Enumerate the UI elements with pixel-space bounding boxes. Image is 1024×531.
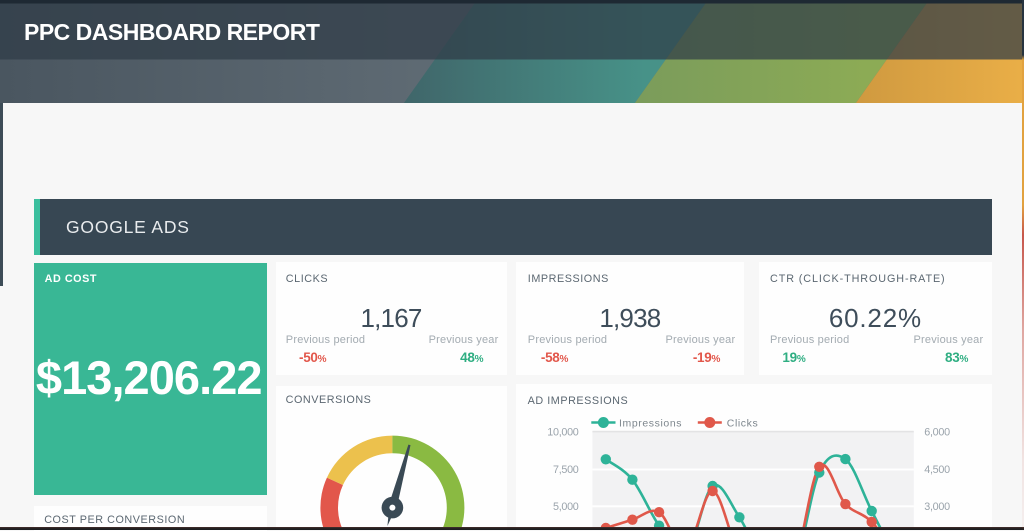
svg-text:Clicks: Clicks [727, 418, 759, 429]
svg-text:10,000: 10,000 [547, 427, 578, 439]
svg-text:6,000: 6,000 [924, 427, 950, 439]
svg-text:5,000: 5,000 [553, 501, 579, 513]
svg-text:7,500: 7,500 [553, 464, 579, 476]
svg-text:Impressions: Impressions [619, 418, 682, 429]
svg-text:4,500: 4,500 [924, 464, 950, 476]
svg-text:3,000: 3,000 [924, 501, 950, 513]
